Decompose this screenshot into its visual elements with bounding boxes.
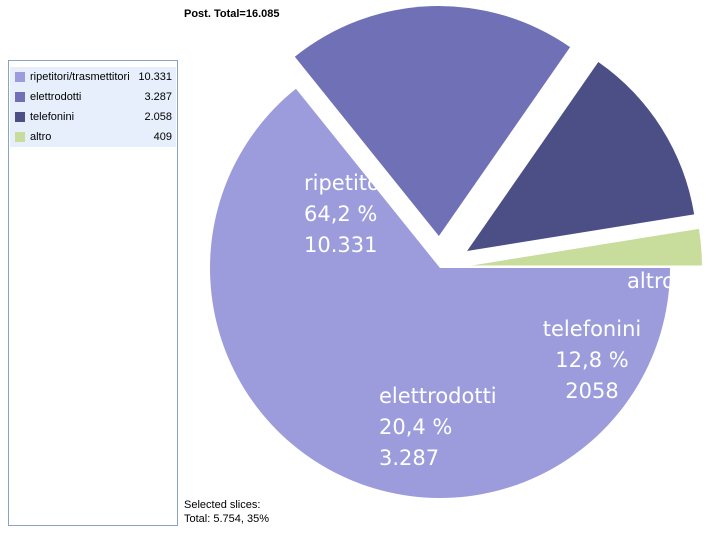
legend-label: telefonini bbox=[30, 111, 75, 123]
selected-slices-title: Selected slices: bbox=[184, 499, 261, 511]
pie-slice[interactable] bbox=[467, 62, 695, 251]
pie-slice[interactable] bbox=[471, 228, 702, 266]
legend-swatch bbox=[15, 72, 25, 82]
legend-panel: ripetitori/trasmettitori 10.331 elettrodot… bbox=[8, 60, 178, 526]
slice-label: telefonini 12,8 % 2058 bbox=[543, 317, 641, 403]
legend-label: altro bbox=[30, 131, 52, 143]
pie-slice[interactable] bbox=[294, 6, 571, 237]
legend-value: 3.287 bbox=[144, 91, 172, 103]
legend-list: ripetitori/trasmettitori 10.331 elettrodot… bbox=[9, 61, 177, 147]
legend-swatch bbox=[15, 92, 25, 102]
legend-value: 409 bbox=[153, 131, 172, 143]
selected-slices-total: Total: 5.754, 35% bbox=[184, 513, 270, 525]
legend-value: 10.331 bbox=[138, 71, 172, 83]
slice-label: altro bbox=[627, 269, 675, 293]
chart-total-label: Post. Total=16.085 bbox=[184, 8, 280, 20]
legend-value: 2.058 bbox=[144, 111, 172, 123]
legend-label: ripetitori/trasmettitori bbox=[30, 71, 130, 83]
legend-label: elettrodotti bbox=[30, 91, 82, 103]
legend-item[interactable]: ripetitori/trasmettitori 10.331 bbox=[10, 67, 176, 87]
legend-swatch bbox=[15, 132, 25, 142]
pie-slice[interactable] bbox=[209, 88, 670, 499]
legend-item[interactable]: altro 409 bbox=[10, 127, 176, 147]
legend-item[interactable]: elettrodotti 3.287 bbox=[10, 87, 176, 107]
legend-item[interactable]: telefonini 2.058 bbox=[10, 107, 176, 127]
legend-swatch bbox=[15, 112, 25, 122]
selected-slices-info: Selected slices: Total: 5.754, 35% bbox=[184, 498, 269, 526]
slice-label: elettrodotti 20,4 % 3.287 bbox=[379, 384, 497, 470]
